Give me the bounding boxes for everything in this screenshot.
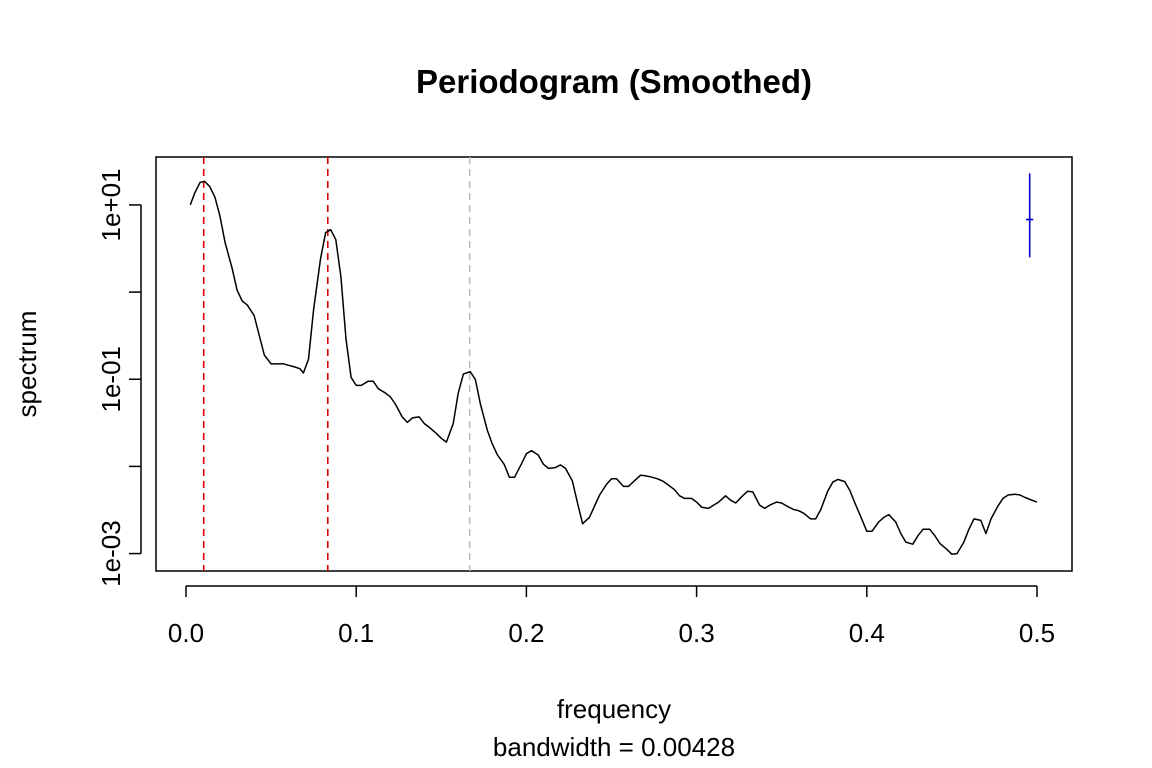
y-tick-label: 1e-03 bbox=[96, 520, 126, 587]
y-tick-label: 1e+01 bbox=[96, 168, 126, 241]
x-tick-label: 0.4 bbox=[849, 618, 885, 648]
x-tick-label: 0.2 bbox=[508, 618, 544, 648]
bandwidth-label: bandwidth = 0.00428 bbox=[493, 732, 735, 762]
y-axis: 1e-03 1e-01 1e+01 bbox=[96, 168, 142, 587]
x-tick-label: 0.5 bbox=[1019, 618, 1055, 648]
x-tick-label: 0.3 bbox=[679, 618, 715, 648]
series-layer bbox=[189, 180, 1038, 556]
x-axis-label: frequency bbox=[557, 694, 671, 724]
plot-frame bbox=[155, 156, 1073, 572]
x-tick-label: 0.0 bbox=[168, 618, 204, 648]
bandwidth-marker bbox=[1026, 173, 1034, 258]
x-tick-label: 0.1 bbox=[338, 618, 374, 648]
reference-lines bbox=[202, 157, 471, 571]
spectrum-line bbox=[189, 180, 1038, 556]
y-axis-label: spectrum bbox=[12, 311, 42, 418]
y-tick-label: 1e-01 bbox=[96, 346, 126, 413]
chart-title: Periodogram (Smoothed) bbox=[416, 63, 812, 100]
x-axis: 0.0 0.1 0.2 0.3 0.4 0.5 bbox=[168, 585, 1055, 648]
